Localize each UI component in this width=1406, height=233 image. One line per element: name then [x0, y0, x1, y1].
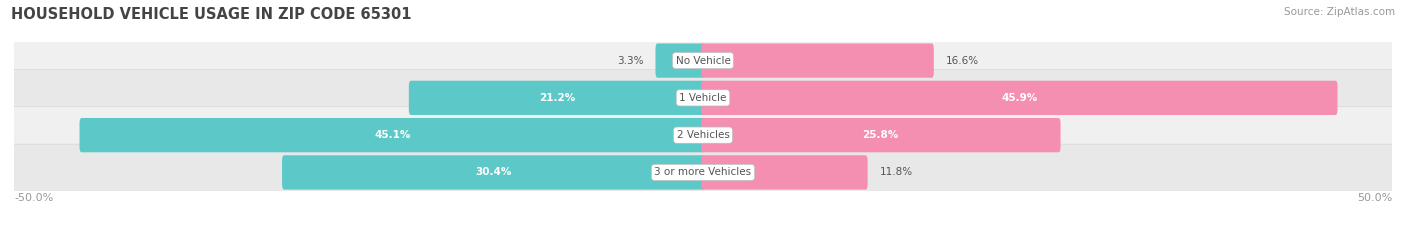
FancyBboxPatch shape: [702, 43, 934, 78]
Text: Source: ZipAtlas.com: Source: ZipAtlas.com: [1284, 7, 1395, 17]
FancyBboxPatch shape: [409, 81, 704, 115]
FancyBboxPatch shape: [10, 144, 1396, 201]
Text: 50.0%: 50.0%: [1357, 193, 1392, 203]
Text: No Vehicle: No Vehicle: [675, 56, 731, 65]
Text: -50.0%: -50.0%: [14, 193, 53, 203]
Text: 21.2%: 21.2%: [538, 93, 575, 103]
Text: 45.1%: 45.1%: [374, 130, 411, 140]
Text: 16.6%: 16.6%: [945, 56, 979, 65]
FancyBboxPatch shape: [702, 81, 1337, 115]
Text: 3 or more Vehicles: 3 or more Vehicles: [654, 168, 752, 177]
Text: HOUSEHOLD VEHICLE USAGE IN ZIP CODE 65301: HOUSEHOLD VEHICLE USAGE IN ZIP CODE 6530…: [11, 7, 412, 22]
FancyBboxPatch shape: [283, 155, 704, 190]
FancyBboxPatch shape: [702, 118, 1060, 152]
Text: 3.3%: 3.3%: [617, 56, 644, 65]
FancyBboxPatch shape: [10, 107, 1396, 164]
Text: 2 Vehicles: 2 Vehicles: [676, 130, 730, 140]
Text: 25.8%: 25.8%: [863, 130, 898, 140]
Text: 45.9%: 45.9%: [1001, 93, 1038, 103]
FancyBboxPatch shape: [10, 69, 1396, 126]
FancyBboxPatch shape: [10, 32, 1396, 89]
FancyBboxPatch shape: [702, 155, 868, 190]
FancyBboxPatch shape: [80, 118, 704, 152]
Text: 30.4%: 30.4%: [475, 168, 512, 177]
FancyBboxPatch shape: [655, 43, 704, 78]
Text: 11.8%: 11.8%: [879, 168, 912, 177]
Text: 1 Vehicle: 1 Vehicle: [679, 93, 727, 103]
